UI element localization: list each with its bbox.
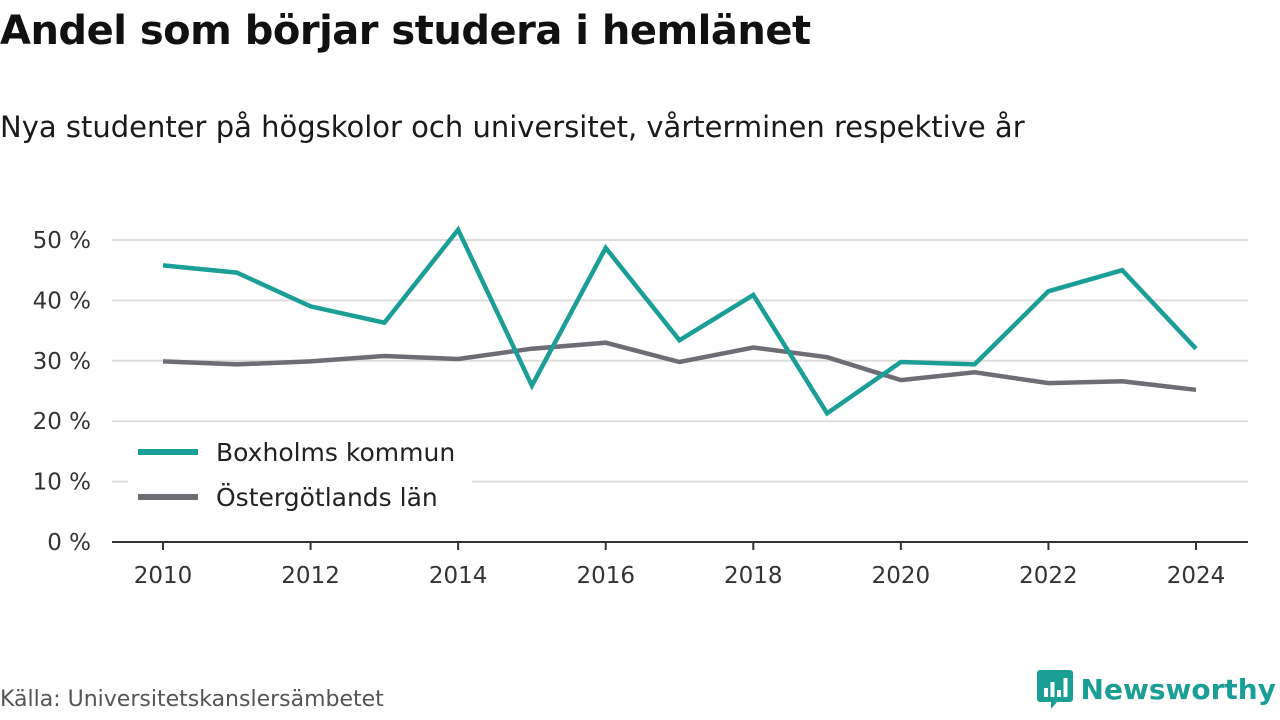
x-tick-label: 2018 [724, 563, 783, 589]
chart-title: Andel som börjar studera i hemlänet [0, 8, 811, 54]
x-tick-label: 2016 [576, 563, 635, 589]
x-tick-label: 2014 [429, 563, 488, 589]
x-tick-label: 2020 [872, 563, 931, 589]
chart-subtitle: Nya studenter på högskolor och universit… [0, 110, 1025, 144]
series-line-1 [162, 225, 1198, 417]
series-lines [162, 225, 1198, 417]
x-tick-label: 2022 [1019, 563, 1078, 589]
source-note: Källa: Universitetskanslersämbetet [0, 687, 384, 712]
x-tick-label: 2024 [1167, 563, 1226, 589]
legend-label: Östergötlands län [216, 483, 438, 512]
y-tick-label: 50 % [33, 228, 91, 254]
y-tick-label: 40 % [33, 288, 91, 314]
y-tick-label: 30 % [33, 349, 91, 375]
series-line-2 [162, 340, 1197, 393]
legend-background [128, 433, 472, 521]
legend-label: Boxholms kommun [216, 438, 455, 467]
newsworthy-logo: Newsworthy [1036, 668, 1276, 710]
brand-name: Newsworthy [1080, 672, 1276, 706]
x-tick-label: 2010 [134, 563, 193, 589]
legend: Boxholms kommun Östergötlands län [128, 433, 472, 521]
y-tick-label: 10 % [33, 470, 91, 496]
y-axis-ticks: 0 % 10 % 20 % 30 % 40 % 50 % [33, 228, 91, 556]
y-tick-label: 20 % [33, 409, 91, 435]
x-tick-label: 2012 [281, 563, 340, 589]
x-axis: 2010 2012 2014 2016 2018 2020 2022 2024 [112, 541, 1248, 589]
y-tick-label: 0 % [47, 530, 91, 556]
bar-chart-speech-bubble-icon [1036, 670, 1073, 709]
